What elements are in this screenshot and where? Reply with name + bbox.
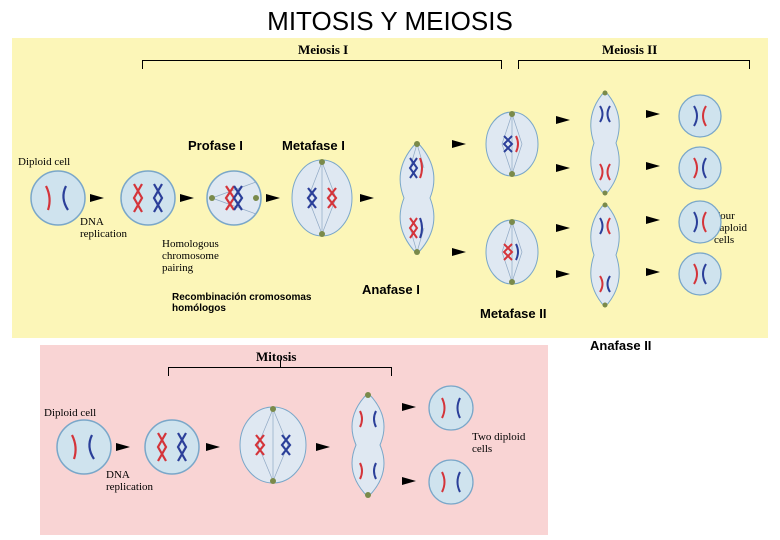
mitosis-result-2 <box>428 459 474 505</box>
arrow-icon <box>646 110 660 118</box>
arrow-icon <box>266 194 280 202</box>
mitosis-anaphase <box>340 389 396 501</box>
metaphase2-top <box>484 110 540 178</box>
arrow-icon <box>402 477 416 485</box>
recomb-label: Recombinación cromosomas homólogos <box>172 292 312 314</box>
meiosis1-label: Meiosis I <box>298 42 348 58</box>
haploid-4 <box>678 252 722 296</box>
arrow-icon <box>206 443 220 451</box>
arrow-icon <box>556 116 570 124</box>
arrow-icon <box>452 248 466 256</box>
mitosis-label: Mitosis <box>256 349 296 365</box>
arrow-icon <box>180 194 194 202</box>
metaphase2-bot <box>484 218 540 286</box>
mitosis-metaphase <box>238 405 308 485</box>
anaphase2-bot <box>582 200 628 310</box>
metaphase1-spindle <box>290 158 354 238</box>
haploid-1 <box>678 94 722 138</box>
arrow-icon <box>402 403 416 411</box>
homologous-label: Homologous chromosome pairing <box>162 238 242 274</box>
replicated-cell <box>120 170 176 226</box>
mitosis-result-1 <box>428 385 474 431</box>
arrow-icon <box>360 194 374 202</box>
arrow-icon <box>556 270 570 278</box>
arrow-icon <box>646 268 660 276</box>
haploid-3 <box>678 200 722 244</box>
arrow-icon <box>556 164 570 172</box>
page-title: MITOSIS Y MEIOSIS <box>0 0 780 39</box>
meiosis-panel: Meiosis I Meiosis II Diploid cell DNA re… <box>12 38 768 338</box>
meiosis2-bracket <box>518 60 750 68</box>
diploid-start-cell <box>30 170 86 226</box>
mitosis-bracket <box>168 367 392 375</box>
arrow-icon <box>316 443 330 451</box>
diploid-cell-label-2: Diploid cell <box>44 407 96 419</box>
mitosis-start-cell <box>56 419 112 475</box>
anafase1-label: Anafase I <box>362 282 420 297</box>
meiosis2-label: Meiosis II <box>602 42 657 58</box>
profase1-label: Profase I <box>188 138 243 153</box>
anaphase1-cell <box>390 138 444 258</box>
two-diploid-label: Two diploid cells <box>472 431 532 455</box>
paired-cell <box>206 170 262 226</box>
arrow-icon <box>452 140 466 148</box>
arrow-icon <box>556 224 570 232</box>
diploid-cell-label: Diploid cell <box>18 156 70 168</box>
arrow-icon <box>90 194 104 202</box>
anafase2-label: Anafase II <box>590 338 651 353</box>
meiosis1-bracket <box>142 60 502 68</box>
mitosis-replicated-cell <box>144 419 200 475</box>
mitosis-panel: Mitosis Diploid cell DNA replication Two… <box>40 345 548 535</box>
anaphase2-top <box>582 88 628 198</box>
metafase1-label: Metafase I <box>282 138 345 153</box>
arrow-icon <box>646 216 660 224</box>
haploid-2 <box>678 146 722 190</box>
arrow-icon <box>116 443 130 451</box>
metafase2-label: Metafase II <box>480 306 546 321</box>
arrow-icon <box>646 162 660 170</box>
